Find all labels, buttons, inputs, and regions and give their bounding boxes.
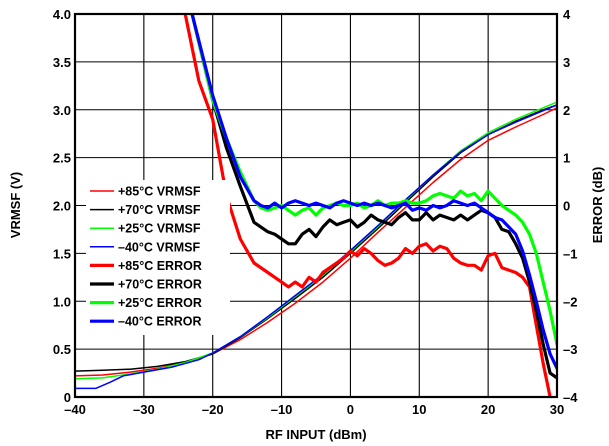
y-right-tick-label: –4 <box>563 390 578 405</box>
series-line-25-c-error <box>190 14 557 346</box>
legend-entry-label: +85°C VRMSF <box>118 185 201 199</box>
series-line-70-c-error <box>190 14 557 380</box>
x-tick-label: –20 <box>202 402 224 417</box>
legend-background <box>86 180 230 335</box>
y-right-tick-label: 4 <box>563 7 571 22</box>
y-left-tick-label: 1.5 <box>53 246 71 261</box>
series-line-40-c-error <box>190 14 557 370</box>
x-tick-label: 10 <box>412 402 426 417</box>
series-line-40-c-vrmsf <box>75 104 557 390</box>
legend-entry-label: –40°C ERROR <box>118 315 202 329</box>
y-right-tick-label: 0 <box>563 199 570 214</box>
y-right-tick-label: –3 <box>563 342 577 357</box>
x-axis-label: RF INPUT (dBm) <box>265 427 366 442</box>
series-line-85-c-error <box>183 14 552 397</box>
y-right-tick-label: 2 <box>563 103 570 118</box>
x-tick-label: –30 <box>133 402 155 417</box>
y-right-tick-label: 1 <box>563 151 570 166</box>
plot-frame <box>73 12 559 399</box>
y-right-tick-label: –1 <box>563 246 577 261</box>
tick-labels: –40 –30 –20 –10 0 10 20 3000.51.01.52.02.53.03.… <box>53 7 578 417</box>
y-axis-right-label: ERROR (dB) <box>590 167 605 244</box>
legend-entry-label: +25°C ERROR <box>118 296 202 310</box>
legend-entry-label: +85°C ERROR <box>118 259 202 273</box>
series-group <box>75 14 557 397</box>
legend-entry-label: +70°C ERROR <box>118 278 202 292</box>
y-left-tick-label: 1.0 <box>53 294 71 309</box>
y-axis-left-label: VRMSF (V) <box>8 172 23 238</box>
y-left-tick-label: 3.0 <box>53 103 71 118</box>
legend-entry-label: +70°C VRMSF <box>118 203 201 217</box>
y-left-tick-label: 3.5 <box>53 55 71 70</box>
x-tick-label: 0 <box>347 402 354 417</box>
y-right-tick-label: 3 <box>563 55 570 70</box>
y-left-tick-label: 4.0 <box>53 7 71 22</box>
x-tick-label: –40 <box>64 402 86 417</box>
y-left-tick-label: 0 <box>64 390 71 405</box>
x-tick-label: 30 <box>550 402 564 417</box>
y-left-tick-label: 0.5 <box>53 342 71 357</box>
series-line-85-c-vrmsf <box>75 107 557 377</box>
legend-entry-label: +25°C VRMSF <box>118 222 201 236</box>
legend-entry-label: –40°C VRMSF <box>118 240 200 254</box>
y-right-tick-label: –2 <box>563 294 577 309</box>
x-tick-label: –10 <box>271 402 293 417</box>
x-tick-label: 20 <box>481 402 495 417</box>
y-left-tick-label: 2.5 <box>53 151 71 166</box>
y-left-tick-label: 2.0 <box>53 199 71 214</box>
legend: +85°C VRMSF +70°C VRMSF +25°C VRMSF –40°C V… <box>86 180 230 335</box>
